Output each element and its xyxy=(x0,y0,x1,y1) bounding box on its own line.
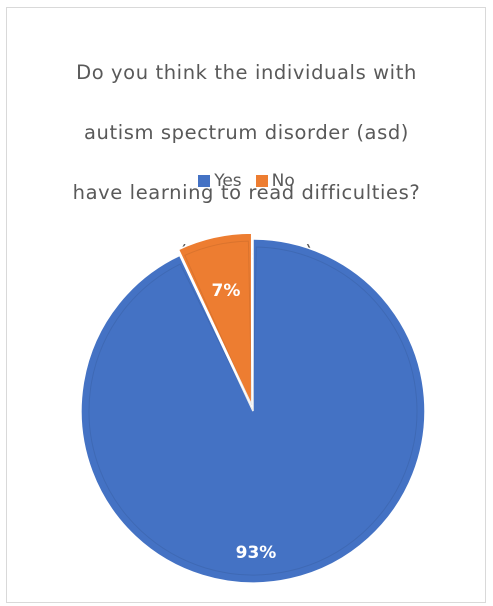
legend-item-no: No xyxy=(255,170,295,192)
legend-label-yes: Yes xyxy=(214,171,242,191)
pie-slice-yes xyxy=(80,238,426,584)
chart-title-line-3: have learning to read difficulties? xyxy=(72,181,421,204)
pie-slice-inner-no xyxy=(184,240,253,406)
legend-label-no: No xyxy=(271,171,295,191)
pie-slice-inner-yes xyxy=(88,246,418,576)
chart-legend: Yes No xyxy=(0,170,493,192)
legend-swatch-no xyxy=(255,175,268,187)
chart-title-line-2: autism spectrum disorder (asd) xyxy=(83,121,410,144)
chart-title: Do you think the individuals with autism… xyxy=(0,28,493,298)
data-label-no: 7% xyxy=(212,281,241,301)
legend-swatch-yes xyxy=(198,175,211,187)
data-label-yes: 93% xyxy=(236,543,277,563)
pie-slice-no xyxy=(177,232,253,406)
chart-title-line-1: Do you think the individuals with xyxy=(76,61,417,84)
legend-item-yes: Yes xyxy=(198,170,242,192)
